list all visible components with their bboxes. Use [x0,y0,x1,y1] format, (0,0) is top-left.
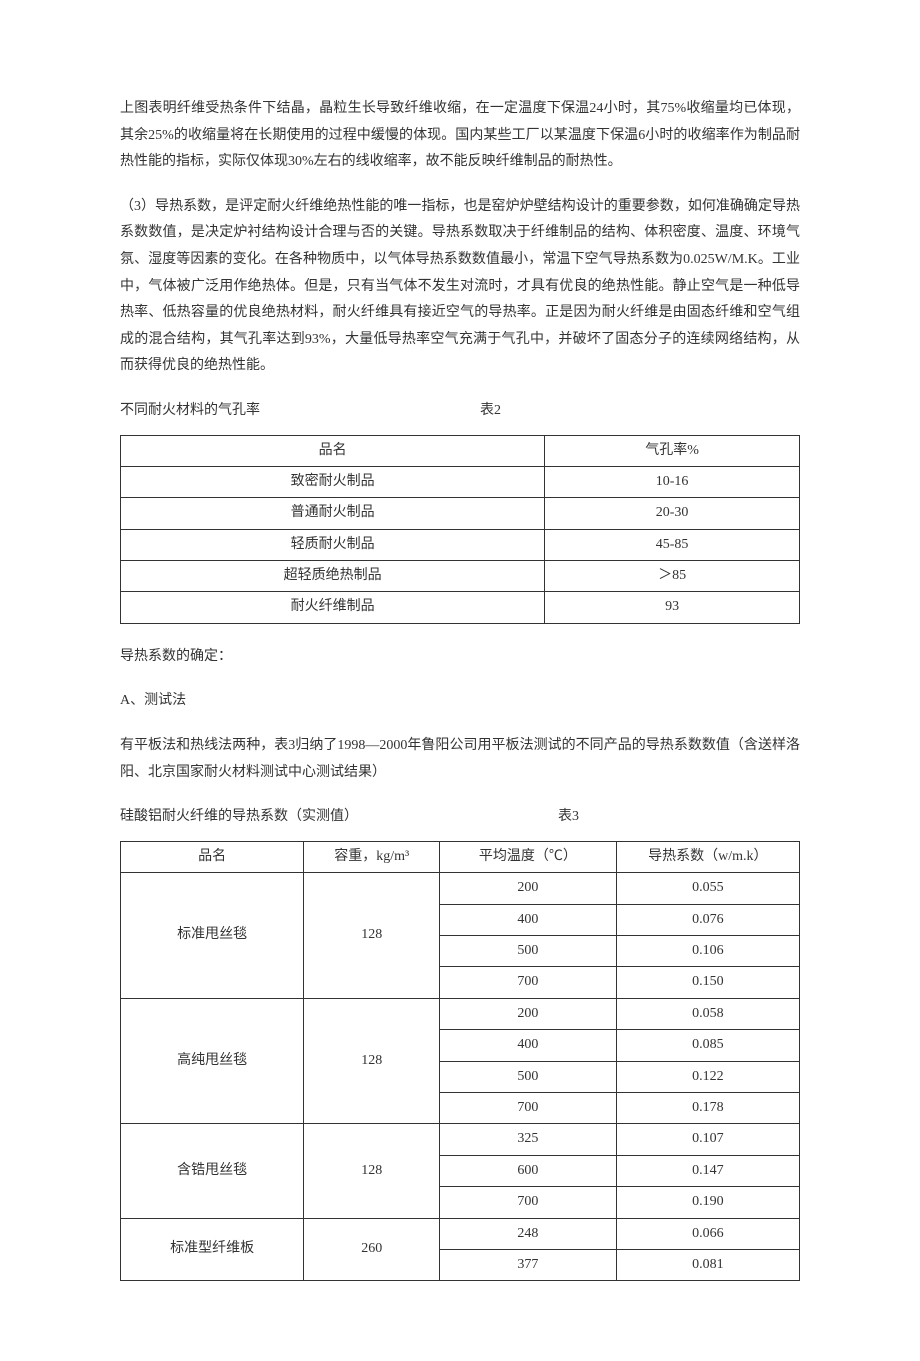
table3-caption: 硅酸铝耐火纤维的导热系数（实测值） 表3 [120,804,800,831]
table2-caption: 不同耐火材料的气孔率 表2 [120,398,800,425]
table-row: 高纯甩丝毯 128 200 0.058 [121,998,800,1029]
cell: 0.122 [616,1061,799,1092]
cell: 高纯甩丝毯 [121,998,304,1124]
cell: 0.107 [616,1124,799,1155]
cell: ＞85 [545,561,800,592]
cell: 93 [545,592,800,623]
table-row: 含锆甩丝毯 128 325 0.107 [121,1124,800,1155]
paragraph-3: 导热系数的确定： [120,644,800,671]
cell: 0.150 [616,967,799,998]
cell: 0.085 [616,1030,799,1061]
cell: 0.058 [616,998,799,1029]
cell: 700 [440,967,617,998]
cell: 0.076 [616,904,799,935]
cell: 200 [440,998,617,1029]
cell: 377 [440,1249,617,1280]
table2-col1: 品名 [121,435,545,466]
cell: 0.081 [616,1249,799,1280]
table3-col3: 平均温度（℃） [440,841,617,872]
table3-col2: 容重，kg/m³ [304,841,440,872]
cell: 10-16 [545,466,800,497]
cell: 含锆甩丝毯 [121,1124,304,1218]
cell: 500 [440,936,617,967]
cell: 700 [440,1092,617,1123]
table3-caption-left: 硅酸铝耐火纤维的导热系数（实测值） [120,804,358,831]
cell: 0.055 [616,873,799,904]
table3: 品名 容重，kg/m³ 平均温度（℃） 导热系数（w/m.k） 标准甩丝毯 12… [120,841,800,1281]
table3-caption-right: 表3 [558,804,579,831]
table2-caption-left: 不同耐火材料的气孔率 [120,398,260,425]
cell: 248 [440,1218,617,1249]
table-row: 耐火纤维制品 93 [121,592,800,623]
cell: 20-30 [545,498,800,529]
table-row: 致密耐火制品 10-16 [121,466,800,497]
cell: 500 [440,1061,617,1092]
paragraph-5: 有平板法和热线法两种，表3归纳了1998—2000年鲁阳公司用平板法测试的不同产… [120,733,800,786]
paragraph-1: 上图表明纤维受热条件下结晶，晶粒生长导致纤维收缩，在一定温度下保温24小时，其7… [120,96,800,176]
cell: 轻质耐火制品 [121,529,545,560]
table-row: 标准型纤维板 260 248 0.066 [121,1218,800,1249]
cell: 普通耐火制品 [121,498,545,529]
cell: 325 [440,1124,617,1155]
cell: 致密耐火制品 [121,466,545,497]
cell: 600 [440,1155,617,1186]
table-row: 轻质耐火制品 45-85 [121,529,800,560]
table-header-row: 品名 气孔率% [121,435,800,466]
table2-col2: 气孔率% [545,435,800,466]
cell: 400 [440,1030,617,1061]
table2: 品名 气孔率% 致密耐火制品 10-16 普通耐火制品 20-30 轻质耐火制品… [120,435,800,624]
cell: 128 [304,873,440,999]
table-row: 标准甩丝毯 128 200 0.055 [121,873,800,904]
cell: 700 [440,1187,617,1218]
table2-caption-right: 表2 [480,398,501,425]
cell: 128 [304,998,440,1124]
paragraph-2: （3）导热系数，是评定耐火纤维绝热性能的唯一指标，也是窑炉炉壁结构设计的重要参数… [120,194,800,380]
cell: 400 [440,904,617,935]
cell: 标准型纤维板 [121,1218,304,1281]
cell: 0.106 [616,936,799,967]
cell: 超轻质绝热制品 [121,561,545,592]
cell: 0.147 [616,1155,799,1186]
cell: 128 [304,1124,440,1218]
cell: 耐火纤维制品 [121,592,545,623]
cell: 45-85 [545,529,800,560]
table-row: 超轻质绝热制品 ＞85 [121,561,800,592]
cell: 200 [440,873,617,904]
cell: 标准甩丝毯 [121,873,304,999]
cell: 0.066 [616,1218,799,1249]
table3-col4: 导热系数（w/m.k） [616,841,799,872]
cell: 0.178 [616,1092,799,1123]
table-header-row: 品名 容重，kg/m³ 平均温度（℃） 导热系数（w/m.k） [121,841,800,872]
table-row: 普通耐火制品 20-30 [121,498,800,529]
table3-col1: 品名 [121,841,304,872]
cell: 260 [304,1218,440,1281]
paragraph-4: A、测试法 [120,688,800,715]
cell: 0.190 [616,1187,799,1218]
